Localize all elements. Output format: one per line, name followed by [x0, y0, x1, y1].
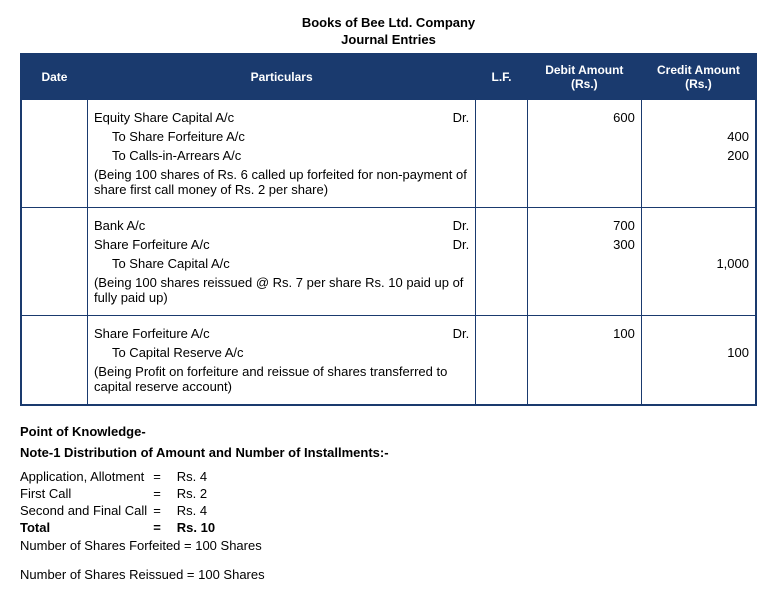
title-line-1: Books of Bee Ltd. Company [302, 15, 475, 30]
cell-credit [641, 207, 756, 235]
cell-debit: 700 [527, 207, 641, 235]
cell-debit [527, 127, 641, 146]
cell-credit [641, 235, 756, 254]
cell-date [21, 362, 87, 405]
dist-row: Second and Final Call=Rs. 4 [20, 502, 221, 519]
cell-debit [527, 165, 641, 208]
cell-lf [476, 235, 528, 254]
cell-credit: 1,000 [641, 254, 756, 273]
cell-credit: 100 [641, 343, 756, 362]
cell-date [21, 127, 87, 146]
shares-reissued: Number of Shares Reissued = 100 Shares [20, 567, 757, 582]
table-row: (Being Profit on forfeiture and reissue … [21, 362, 756, 405]
table-row: To Capital Reserve A/c 100 [21, 343, 756, 362]
cell-date [21, 315, 87, 343]
cell-date [21, 99, 87, 127]
cell-particulars: (Being Profit on forfeiture and reissue … [87, 362, 475, 405]
cell-date [21, 146, 87, 165]
cell-date [21, 273, 87, 316]
notes-subheading: Note-1 Distribution of Amount and Number… [20, 445, 757, 460]
cell-credit: 200 [641, 146, 756, 165]
cell-debit [527, 343, 641, 362]
cell-debit [527, 146, 641, 165]
cell-debit: 600 [527, 99, 641, 127]
table-row: Share Forfeiture A/cDr. 300 [21, 235, 756, 254]
cell-particulars: To Calls-in-Arrears A/c [87, 146, 475, 165]
cell-date [21, 254, 87, 273]
cell-lf [476, 146, 528, 165]
table-row: (Being 100 shares reissued @ Rs. 7 per s… [21, 273, 756, 316]
cell-credit [641, 273, 756, 316]
table-row: Equity Share Capital A/cDr. 600 [21, 99, 756, 127]
distribution-table: Application, Allotment=Rs. 4First Call=R… [20, 468, 221, 536]
header-row: Date Particulars L.F. Debit Amount (Rs.)… [21, 54, 756, 100]
cell-lf [476, 343, 528, 362]
doc-title: Books of Bee Ltd. Company Journal Entrie… [20, 15, 757, 49]
cell-particulars: Share Forfeiture A/cDr. [87, 315, 475, 343]
cell-lf [476, 254, 528, 273]
cell-credit [641, 362, 756, 405]
table-row: To Share Forfeiture A/c 400 [21, 127, 756, 146]
notes-heading: Point of Knowledge- [20, 424, 757, 439]
dist-total-row: Total=Rs. 10 [20, 519, 221, 536]
cell-credit [641, 99, 756, 127]
journal-table: Date Particulars L.F. Debit Amount (Rs.)… [20, 53, 757, 406]
cell-date [21, 235, 87, 254]
cell-lf [476, 315, 528, 343]
cell-lf [476, 362, 528, 405]
table-row: Bank A/cDr. 700 [21, 207, 756, 235]
col-lf: L.F. [476, 54, 528, 100]
cell-date [21, 207, 87, 235]
dist-row: First Call=Rs. 2 [20, 485, 221, 502]
table-row: To Share Capital A/c 1,000 [21, 254, 756, 273]
cell-lf [476, 165, 528, 208]
cell-particulars: (Being 100 shares reissued @ Rs. 7 per s… [87, 273, 475, 316]
dist-row: Application, Allotment=Rs. 4 [20, 468, 221, 485]
cell-lf [476, 99, 528, 127]
cell-credit: 400 [641, 127, 756, 146]
col-credit: Credit Amount (Rs.) [641, 54, 756, 100]
shares-forfeited: Number of Shares Forfeited = 100 Shares [20, 538, 757, 553]
cell-particulars: To Share Capital A/c [87, 254, 475, 273]
cell-debit [527, 254, 641, 273]
cell-lf [476, 207, 528, 235]
col-debit: Debit Amount (Rs.) [527, 54, 641, 100]
table-row: (Being 100 shares of Rs. 6 called up for… [21, 165, 756, 208]
cell-particulars: Share Forfeiture A/cDr. [87, 235, 475, 254]
title-line-2: Journal Entries [341, 32, 436, 47]
cell-date [21, 343, 87, 362]
cell-date [21, 165, 87, 208]
cell-particulars: To Capital Reserve A/c [87, 343, 475, 362]
cell-lf [476, 273, 528, 316]
col-date: Date [21, 54, 87, 100]
cell-particulars: To Share Forfeiture A/c [87, 127, 475, 146]
cell-particulars: Bank A/cDr. [87, 207, 475, 235]
notes-section: Point of Knowledge- Note-1 Distribution … [20, 424, 757, 582]
table-row: Share Forfeiture A/cDr. 100 [21, 315, 756, 343]
cell-credit [641, 315, 756, 343]
cell-particulars: Equity Share Capital A/cDr. [87, 99, 475, 127]
cell-lf [476, 127, 528, 146]
cell-debit [527, 362, 641, 405]
cell-debit [527, 273, 641, 316]
cell-debit: 100 [527, 315, 641, 343]
cell-credit [641, 165, 756, 208]
col-particulars: Particulars [87, 54, 475, 100]
cell-debit: 300 [527, 235, 641, 254]
cell-particulars: (Being 100 shares of Rs. 6 called up for… [87, 165, 475, 208]
table-row: To Calls-in-Arrears A/c 200 [21, 146, 756, 165]
